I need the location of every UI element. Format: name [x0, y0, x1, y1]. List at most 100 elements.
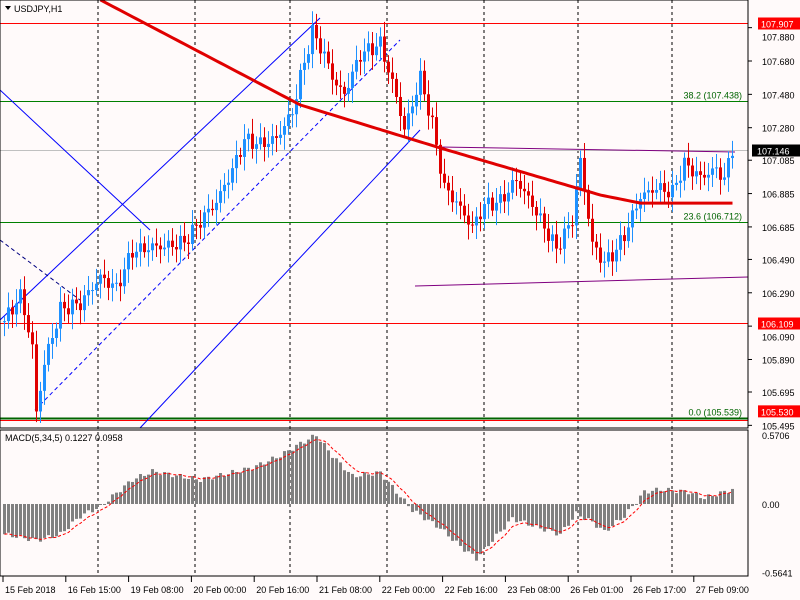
macd-bar: [207, 476, 210, 504]
macd-bar: [227, 474, 230, 504]
bull-candle: [575, 188, 578, 226]
macd-bar: [699, 498, 702, 504]
bear-candle: [343, 86, 346, 94]
bull-candle: [351, 71, 354, 88]
bull-candle: [127, 253, 130, 270]
bear-candle: [383, 36, 386, 62]
time-tick-label: 19 Feb 08:00: [131, 585, 184, 595]
macd-bar: [3, 504, 6, 535]
bull-candle: [407, 113, 410, 130]
bull-candle: [47, 343, 50, 365]
bear-candle: [435, 117, 438, 145]
macd-bar: [507, 504, 510, 522]
bull-candle: [123, 269, 126, 287]
macd-bar: [515, 504, 518, 523]
macd-bar: [495, 504, 498, 534]
macd-bar: [411, 504, 414, 513]
bull-candle: [87, 290, 90, 296]
macd-bar: [7, 504, 10, 533]
bull-candle: [619, 235, 622, 250]
bull-candle: [727, 158, 730, 178]
macd-bar: [719, 491, 722, 504]
bull-candle: [215, 202, 218, 211]
bear-candle: [359, 59, 362, 62]
bear-candle: [395, 78, 398, 97]
macd-bar: [351, 473, 354, 504]
bull-candle: [707, 174, 710, 178]
price-tick-label: 107.280: [762, 124, 795, 134]
dropdown-arrow-icon[interactable]: [5, 6, 11, 10]
bear-candle: [431, 115, 434, 118]
macd-bar: [175, 475, 178, 504]
macd-bar: [579, 504, 582, 517]
macd-bar: [123, 485, 126, 504]
bear-candle: [183, 235, 186, 243]
macd-bar: [239, 472, 242, 504]
bull-candle: [219, 191, 222, 203]
bear-candle: [651, 190, 654, 193]
time-tick-label: 26 Feb 01:00: [570, 585, 623, 595]
bull-candle: [235, 154, 238, 169]
bear-candle: [535, 206, 538, 216]
bear-candle: [143, 243, 146, 253]
macd-bar: [407, 504, 410, 507]
bull-candle: [567, 225, 570, 229]
chart-title: USDJPY,H1: [14, 4, 62, 14]
bear-candle: [327, 51, 330, 64]
bull-candle: [99, 274, 102, 284]
bull-candle: [59, 301, 62, 329]
bear-candle: [703, 174, 706, 178]
macd-bar: [199, 482, 202, 504]
time-tick-label: 23 Feb 08:00: [507, 585, 560, 595]
bear-candle: [443, 173, 446, 183]
macd-bar: [591, 504, 594, 522]
bear-candle: [35, 344, 38, 412]
time-tick-label: 27 Feb 09:00: [696, 585, 749, 595]
macd-bar: [143, 475, 146, 504]
price-level-badge-text: 105.530: [761, 407, 794, 417]
bear-candle: [527, 191, 530, 196]
price-tick-label: 107.880: [762, 33, 795, 43]
bear-candle: [75, 299, 78, 304]
macd-bar: [151, 469, 154, 504]
macd-bar: [587, 504, 590, 519]
macd-bar: [639, 495, 642, 504]
macd-bar: [103, 503, 106, 505]
channel-midline: [34, 39, 401, 411]
bull-candle: [283, 126, 286, 135]
bull-candle: [579, 157, 582, 189]
bull-candle: [203, 212, 206, 228]
macd-bar: [127, 481, 130, 504]
bull-candle: [163, 247, 166, 250]
macd-bar: [375, 471, 378, 504]
macd-bar: [51, 504, 54, 539]
macd-bar: [327, 450, 330, 504]
macd-bar: [607, 504, 610, 531]
macd-bar: [467, 504, 470, 552]
macd-bar: [95, 504, 98, 510]
macd-bar: [547, 504, 550, 529]
bull-candle: [375, 46, 378, 56]
bull-candle: [355, 59, 358, 72]
bear-candle: [687, 157, 690, 166]
bull-candle: [299, 69, 302, 100]
macd-bar: [391, 484, 394, 504]
bear-candle: [119, 282, 122, 287]
macd-bar: [723, 490, 726, 504]
macd-bar: [531, 504, 534, 527]
bull-candle: [247, 133, 250, 140]
bear-candle: [319, 38, 322, 54]
macd-bar: [367, 474, 370, 504]
macd-bar: [479, 504, 482, 555]
macd-bar: [651, 490, 654, 504]
bull-candle: [51, 338, 54, 344]
time-tick-label: 22 Feb 16:00: [445, 585, 498, 595]
bear-candle: [155, 243, 158, 246]
macd-bar: [567, 504, 570, 526]
bull-candle: [635, 208, 638, 211]
bull-candle: [563, 228, 566, 249]
macd-bar: [403, 498, 406, 504]
bull-candle: [671, 184, 674, 198]
